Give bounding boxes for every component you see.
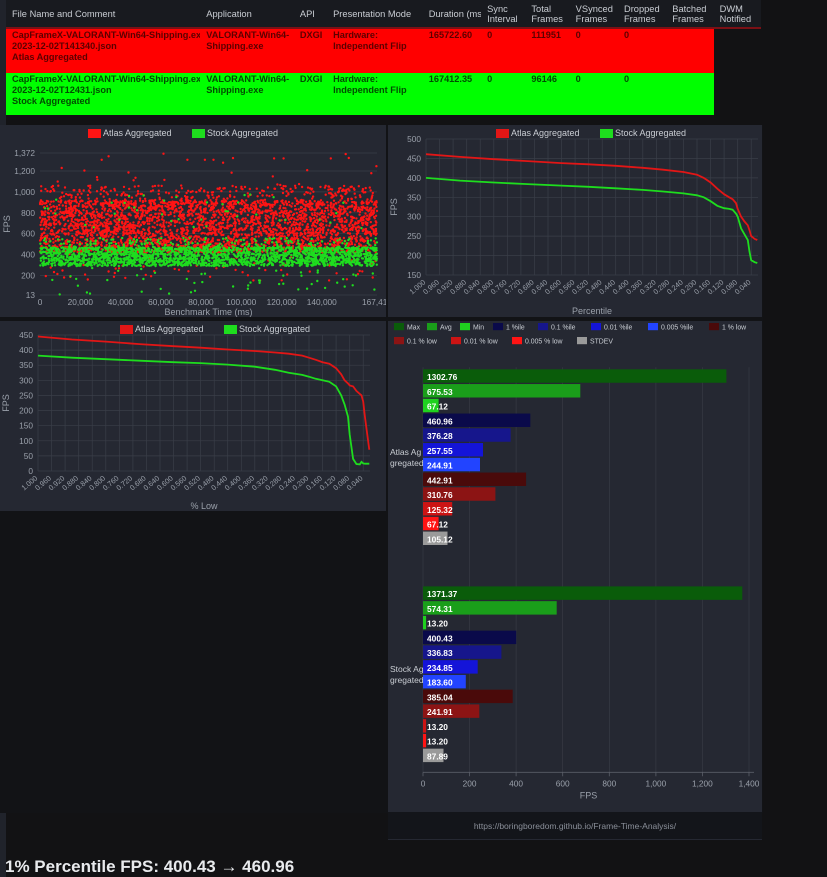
svg-text:0.01 % low: 0.01 % low — [464, 339, 498, 346]
svg-text:0.01 %ile: 0.01 %ile — [604, 325, 633, 332]
svg-text:140,000: 140,000 — [307, 297, 337, 307]
svg-text:1,000: 1,000 — [646, 778, 667, 788]
svg-text:Atlas Aggregated: Atlas Aggregated — [135, 324, 204, 334]
svg-text:385.04: 385.04 — [427, 692, 453, 702]
svg-text:0.1 %ile: 0.1 %ile — [551, 325, 576, 332]
svg-text:800: 800 — [21, 208, 35, 218]
svg-text:450: 450 — [19, 330, 33, 340]
svg-text:https://boringboredom.github.i: https://boringboredom.github.io/Frame-Ti… — [474, 821, 677, 831]
svg-text:100: 100 — [19, 436, 33, 446]
svg-text:gregated: gregated — [390, 675, 424, 685]
svg-text:50: 50 — [24, 451, 34, 461]
svg-text:105.12: 105.12 — [427, 534, 453, 544]
svg-text:1,200: 1,200 — [692, 778, 713, 788]
svg-text:STDEV: STDEV — [590, 339, 613, 346]
svg-text:40,000: 40,000 — [108, 297, 134, 307]
svg-text:241.91: 241.91 — [427, 707, 453, 717]
svg-text:0: 0 — [38, 297, 43, 307]
svg-text:400: 400 — [509, 778, 523, 788]
svg-text:Stock Ag: Stock Ag — [390, 664, 424, 674]
svg-text:FPS: FPS — [389, 198, 399, 216]
svg-text:13: 13 — [26, 290, 36, 300]
svg-text:600: 600 — [556, 778, 570, 788]
svg-text:Max: Max — [407, 325, 421, 332]
svg-text:350: 350 — [407, 192, 421, 202]
svg-text:0.005 % low: 0.005 % low — [525, 339, 563, 346]
svg-text:1 %ile: 1 %ile — [506, 325, 525, 332]
svg-text:Avg: Avg — [440, 325, 452, 332]
svg-text:Stock Aggregated: Stock Aggregated — [207, 128, 278, 138]
svg-text:0.005 %ile: 0.005 %ile — [661, 325, 693, 332]
svg-text:400: 400 — [21, 250, 35, 260]
svg-text:234.85: 234.85 — [427, 663, 453, 673]
svg-text:250: 250 — [407, 231, 421, 241]
svg-text:1 % low: 1 % low — [722, 325, 746, 332]
svg-text:67.12: 67.12 — [427, 402, 448, 412]
svg-text:400.43: 400.43 — [427, 633, 453, 643]
svg-text:376.28: 376.28 — [427, 431, 453, 441]
svg-text:13.20: 13.20 — [427, 619, 448, 629]
svg-text:574.31: 574.31 — [427, 604, 453, 614]
svg-text:125.32: 125.32 — [427, 505, 453, 515]
svg-text:400: 400 — [407, 173, 421, 183]
svg-text:120,000: 120,000 — [267, 297, 297, 307]
svg-text:350: 350 — [19, 360, 33, 370]
svg-text:1,400: 1,400 — [739, 778, 760, 788]
svg-text:FPS: FPS — [1, 394, 11, 412]
svg-text:1,000: 1,000 — [14, 187, 35, 197]
svg-text:Atlas Aggregated: Atlas Aggregated — [103, 128, 172, 138]
svg-text:Atlas Aggregated: Atlas Aggregated — [511, 128, 580, 138]
svg-text:250: 250 — [19, 390, 33, 400]
svg-text:310.76: 310.76 — [427, 490, 453, 500]
svg-text:0: 0 — [421, 778, 426, 788]
svg-text:500: 500 — [407, 134, 421, 144]
svg-text:1,200: 1,200 — [14, 166, 35, 176]
svg-text:0.1 % low: 0.1 % low — [407, 339, 437, 346]
svg-text:13.20: 13.20 — [427, 722, 448, 732]
svg-text:FPS: FPS — [2, 215, 12, 233]
svg-text:400: 400 — [19, 345, 33, 355]
svg-text:Stock Aggregated: Stock Aggregated — [615, 128, 686, 138]
svg-text:FPS: FPS — [580, 790, 598, 800]
svg-text:460.96: 460.96 — [427, 416, 453, 426]
svg-text:200: 200 — [19, 406, 33, 416]
svg-text:60,000: 60,000 — [148, 297, 174, 307]
svg-text:600: 600 — [21, 229, 35, 239]
svg-text:336.83: 336.83 — [427, 648, 453, 658]
svg-text:Atlas Ag: Atlas Ag — [390, 447, 421, 457]
svg-text:Min: Min — [473, 325, 484, 332]
svg-text:200: 200 — [463, 778, 477, 788]
svg-text:800: 800 — [602, 778, 616, 788]
svg-text:87.89: 87.89 — [427, 751, 448, 761]
svg-text:183.60: 183.60 — [427, 678, 453, 688]
svg-text:gregated: gregated — [390, 458, 424, 468]
svg-text:Percentile: Percentile — [572, 306, 612, 316]
svg-text:67.12: 67.12 — [427, 520, 448, 530]
svg-text:Benchmark Time (ms): Benchmark Time (ms) — [164, 307, 252, 317]
svg-text:675.53: 675.53 — [427, 387, 453, 397]
svg-text:200: 200 — [407, 251, 421, 261]
svg-text:1371.37: 1371.37 — [427, 589, 458, 599]
svg-text:1,372: 1,372 — [14, 148, 35, 158]
svg-text:Stock Aggregated: Stock Aggregated — [239, 324, 310, 334]
svg-text:20,000: 20,000 — [68, 297, 94, 307]
svg-text:300: 300 — [19, 375, 33, 385]
svg-text:13.20: 13.20 — [427, 737, 448, 747]
svg-text:167,413: 167,413 — [362, 297, 386, 307]
svg-text:442.91: 442.91 — [427, 475, 453, 485]
svg-text:450: 450 — [407, 153, 421, 163]
svg-text:80,000: 80,000 — [188, 297, 214, 307]
svg-text:150: 150 — [19, 421, 33, 431]
svg-text:1302.76: 1302.76 — [427, 372, 458, 382]
svg-text:0.040: 0.040 — [345, 474, 365, 493]
svg-text:% Low: % Low — [190, 501, 218, 511]
svg-text:200: 200 — [21, 271, 35, 281]
svg-text:0.040: 0.040 — [733, 278, 753, 297]
svg-text:257.55: 257.55 — [427, 446, 453, 456]
svg-text:100,000: 100,000 — [226, 297, 256, 307]
svg-text:244.91: 244.91 — [427, 461, 453, 471]
svg-text:300: 300 — [407, 212, 421, 222]
